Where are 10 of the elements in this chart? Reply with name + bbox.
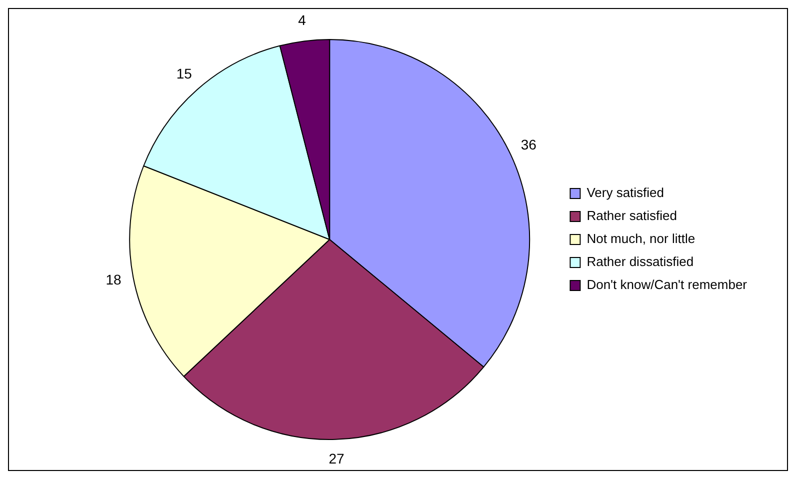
legend-label: Rather dissatisfied bbox=[586, 254, 694, 270]
data-label: 27 bbox=[328, 450, 345, 466]
data-label: 36 bbox=[520, 136, 537, 153]
data-label: 4 bbox=[298, 12, 306, 28]
legend-label: Don't know/Can't remember bbox=[586, 277, 748, 292]
legend-label: Rather satisfied bbox=[586, 208, 678, 224]
data-label: 18 bbox=[106, 272, 122, 288]
data-label: 15 bbox=[176, 65, 192, 82]
legend-label: Not much, nor little bbox=[586, 231, 696, 246]
legend-label: Very satisfied bbox=[586, 185, 664, 200]
